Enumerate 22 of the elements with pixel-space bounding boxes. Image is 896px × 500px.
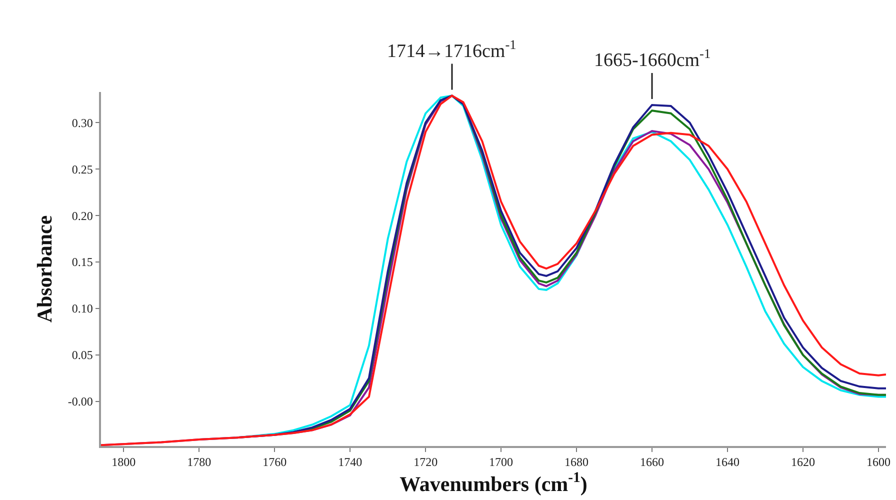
annotation: 1714→1716cm$^{-1}$ xyxy=(387,37,516,62)
x-tick-label: 1680 xyxy=(564,455,589,470)
x-tick-label: 1720 xyxy=(414,455,438,470)
y-axis-title: Absorbance xyxy=(32,215,56,323)
x-tick-label: 1740 xyxy=(338,455,362,470)
x-tick-label: 1600 xyxy=(866,455,890,470)
y-tick-label: -0.00 xyxy=(68,394,93,409)
y-tick-label: 0.05 xyxy=(72,348,93,362)
x-tick-label: 1760 xyxy=(262,455,287,470)
x-axis-title: Wavenumbers (cm$^{-1}$) xyxy=(400,470,588,496)
x-tick-label: 1700 xyxy=(489,455,514,470)
x-tick-label: 1620 xyxy=(790,455,815,470)
x-tick-label: 1640 xyxy=(715,455,740,470)
x-tick-label: 1660 xyxy=(640,455,664,470)
annotation: 1665-1660cm$^{-1}$ xyxy=(594,46,711,71)
y-tick-label: 0.10 xyxy=(72,302,93,316)
y-tick-label: 0.30 xyxy=(72,116,93,130)
x-tick-label: 1780 xyxy=(187,455,212,470)
y-tick-label: 0.15 xyxy=(72,255,93,270)
x-tick-label: 1800 xyxy=(112,455,136,470)
y-tick-label: 0.25 xyxy=(72,162,93,176)
y-tick-label: 0.20 xyxy=(72,208,93,223)
